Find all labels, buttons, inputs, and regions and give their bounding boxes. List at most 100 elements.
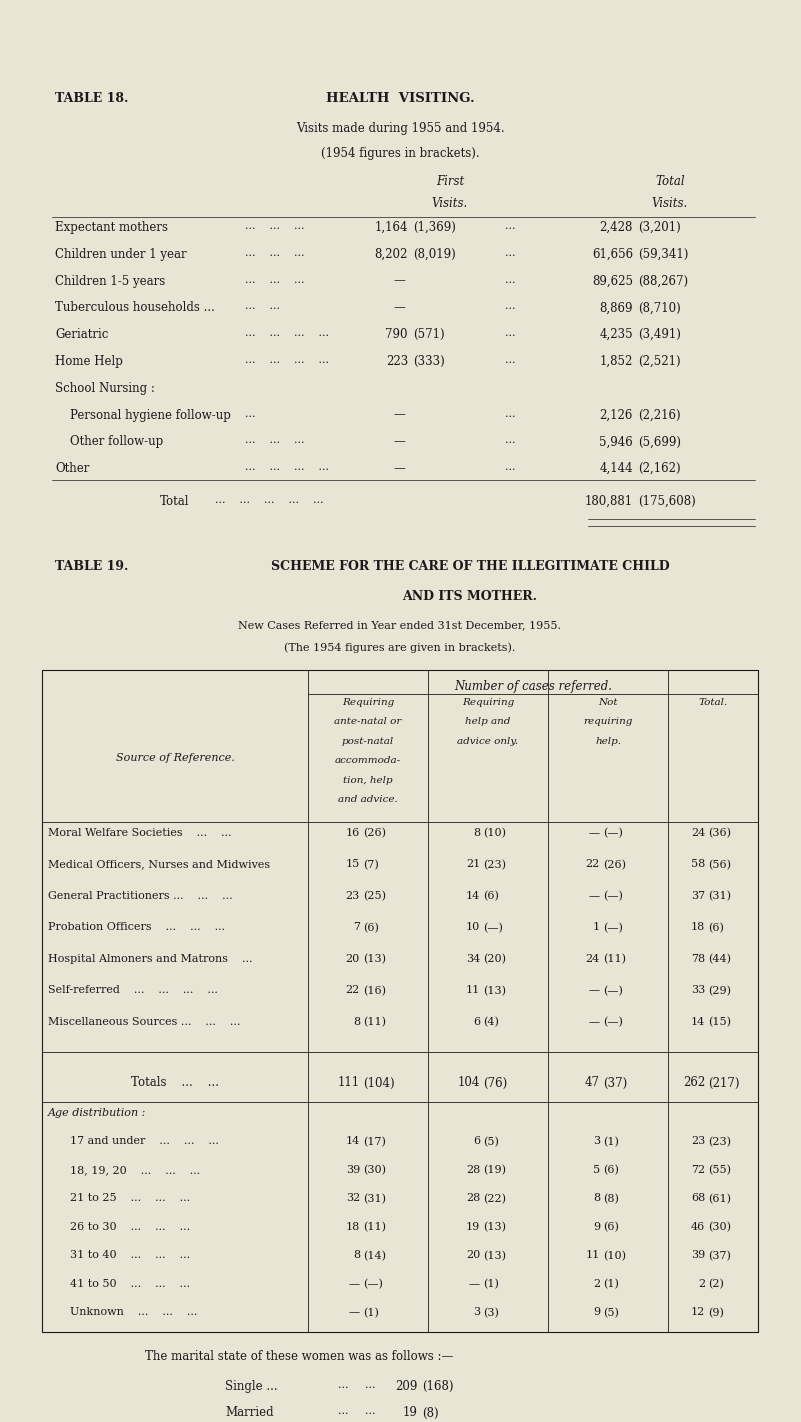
Text: 111: 111 (338, 1076, 360, 1089)
Text: SCHEME FOR THE CARE OF THE ILLEGITIMATE CHILD: SCHEME FOR THE CARE OF THE ILLEGITIMATE … (271, 560, 670, 573)
Text: 24: 24 (690, 828, 705, 838)
Text: ...: ... (505, 328, 516, 338)
Text: 58: 58 (690, 859, 705, 869)
Text: 14: 14 (690, 1017, 705, 1027)
Text: 22: 22 (346, 985, 360, 995)
Text: 78: 78 (691, 954, 705, 964)
Text: (7): (7) (363, 859, 379, 870)
Text: Married: Married (225, 1406, 274, 1419)
Text: Total: Total (655, 175, 685, 188)
Text: Hospital Almoners and Matrons    ...: Hospital Almoners and Matrons ... (48, 954, 252, 964)
Text: (37): (37) (603, 1076, 627, 1089)
Text: ...: ... (505, 462, 516, 472)
Text: 6: 6 (473, 1136, 480, 1146)
Text: —: — (589, 985, 600, 995)
Text: (11): (11) (603, 954, 626, 964)
Text: 6: 6 (473, 1017, 480, 1027)
Text: (—): (—) (603, 985, 623, 995)
Text: (36): (36) (708, 828, 731, 839)
Text: (11): (11) (363, 1017, 386, 1027)
Text: TABLE 18.: TABLE 18. (55, 92, 128, 105)
Bar (42, 670, 758, 1332)
Text: (—): (—) (363, 1278, 383, 1290)
Text: 26 to 30    ...    ...    ...: 26 to 30 ... ... ... (70, 1221, 190, 1231)
Text: 39: 39 (690, 1250, 705, 1260)
Text: 9: 9 (593, 1307, 600, 1318)
Text: 18: 18 (690, 923, 705, 933)
Text: (3): (3) (483, 1307, 499, 1318)
Text: 39: 39 (346, 1165, 360, 1175)
Text: Children 1-5 years: Children 1-5 years (55, 274, 165, 287)
Text: —: — (589, 892, 600, 902)
Text: (10): (10) (603, 1250, 626, 1261)
Text: Children under 1 year: Children under 1 year (55, 247, 187, 260)
Text: 9: 9 (593, 1221, 600, 1231)
Text: 41 to 50    ...    ...    ...: 41 to 50 ... ... ... (70, 1278, 190, 1288)
Text: 7: 7 (353, 923, 360, 933)
Text: (1): (1) (603, 1278, 619, 1290)
Text: advice only.: advice only. (457, 737, 518, 747)
Text: 8: 8 (473, 828, 480, 838)
Text: 14: 14 (465, 892, 480, 902)
Text: Personal hygiene follow-up: Personal hygiene follow-up (55, 408, 231, 421)
Text: Requiring: Requiring (342, 698, 394, 707)
Text: ...: ... (505, 247, 516, 257)
Text: ante-natal or: ante-natal or (334, 718, 401, 727)
Text: (6): (6) (603, 1221, 619, 1233)
Text: —: — (349, 1307, 360, 1318)
Text: (26): (26) (363, 828, 386, 839)
Text: Single ...: Single ... (225, 1379, 278, 1394)
Text: 23: 23 (346, 892, 360, 902)
Text: (11): (11) (363, 1221, 386, 1233)
Text: (1,369): (1,369) (413, 220, 456, 235)
Text: ...: ... (365, 1406, 376, 1416)
Text: (15): (15) (708, 1017, 731, 1027)
Text: (1): (1) (603, 1136, 619, 1146)
Text: (23): (23) (483, 859, 506, 870)
Text: Miscellaneous Sources ...    ...    ...: Miscellaneous Sources ... ... ... (48, 1017, 240, 1027)
Text: 223: 223 (386, 356, 408, 368)
Text: 20: 20 (465, 1250, 480, 1260)
Text: (31): (31) (708, 892, 731, 902)
Text: 21 to 25    ...    ...    ...: 21 to 25 ... ... ... (70, 1193, 190, 1203)
Text: 72: 72 (691, 1165, 705, 1175)
Text: (44): (44) (708, 954, 731, 964)
Text: 23: 23 (690, 1136, 705, 1146)
Text: Not: Not (598, 698, 618, 707)
Text: New Cases Referred in Year ended 31st December, 1955.: New Cases Referred in Year ended 31st De… (239, 620, 562, 630)
Text: (1): (1) (363, 1307, 379, 1318)
Text: (8): (8) (603, 1193, 619, 1204)
Text: (25): (25) (363, 892, 386, 902)
Text: 4,144: 4,144 (599, 462, 633, 475)
Text: (23): (23) (708, 1136, 731, 1146)
Text: requiring: requiring (583, 718, 633, 727)
Text: (26): (26) (603, 859, 626, 870)
Text: Visits.: Visits. (432, 198, 468, 210)
Text: 2: 2 (698, 1278, 705, 1288)
Text: (1): (1) (483, 1278, 499, 1290)
Text: (1954 figures in brackets).: (1954 figures in brackets). (320, 146, 479, 161)
Text: (333): (333) (413, 356, 445, 368)
Text: 34: 34 (465, 954, 480, 964)
Text: Tuberculous households ...: Tuberculous households ... (55, 301, 215, 314)
Text: ...    ...    ...    ...: ... ... ... ... (245, 462, 329, 472)
Text: 3: 3 (473, 1307, 480, 1318)
Text: (4): (4) (483, 1017, 499, 1027)
Text: (104): (104) (363, 1076, 395, 1089)
Text: (5,699): (5,699) (638, 435, 681, 448)
Text: (31): (31) (363, 1193, 386, 1204)
Text: First: First (436, 175, 464, 188)
Text: (13): (13) (363, 954, 386, 964)
Text: 22: 22 (586, 859, 600, 869)
Text: (3,201): (3,201) (638, 220, 681, 235)
Text: 19: 19 (403, 1406, 418, 1419)
Text: Visits.: Visits. (652, 198, 688, 210)
Text: Moral Welfare Societies    ...    ...: Moral Welfare Societies ... ... (48, 828, 231, 838)
Text: 18: 18 (346, 1221, 360, 1231)
Text: Total: Total (160, 495, 190, 508)
Text: ...: ... (505, 435, 516, 445)
Text: 4,235: 4,235 (599, 328, 633, 341)
Text: (13): (13) (483, 1221, 506, 1233)
Text: 46: 46 (690, 1221, 705, 1231)
Text: (571): (571) (413, 328, 445, 341)
